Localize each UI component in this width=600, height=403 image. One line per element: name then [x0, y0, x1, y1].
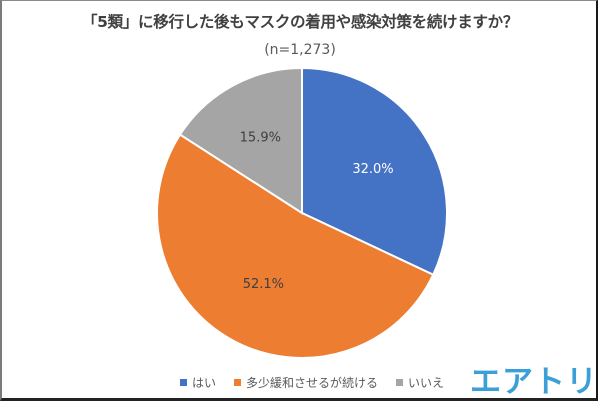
- slice-partial: [156, 133, 435, 359]
- slice-no-label: 15.9%: [240, 131, 281, 146]
- legend-label-yes: はい: [192, 376, 217, 390]
- legend-item-yes: はい: [180, 374, 216, 391]
- legend-swatch-no: [396, 379, 404, 386]
- slice-yes-label: 32.0%: [352, 162, 393, 177]
- slice-yes: [301, 66, 448, 277]
- legend-label-partial: 多少緩和させるが続ける: [246, 376, 379, 390]
- chart-subtitle: (n=1,273): [264, 42, 336, 58]
- legend-label-no: いいえ: [408, 376, 445, 390]
- legend-item-no: いいえ: [396, 374, 444, 391]
- chart-title: 「5類」に移行した後もマスクの着用や感染対策を続けますか？: [81, 13, 519, 31]
- airtrip-logo: エアトリ: [470, 364, 598, 400]
- legend-item-partial: 多少緩和させるが続ける: [234, 374, 378, 391]
- legend: はい 多少緩和させるが続ける いいえ: [180, 374, 462, 391]
- slice-partial-label: 52.1%: [243, 277, 284, 292]
- legend-swatch-yes: [180, 379, 187, 386]
- slice-no: [178, 66, 303, 215]
- legend-swatch-partial: [234, 379, 242, 386]
